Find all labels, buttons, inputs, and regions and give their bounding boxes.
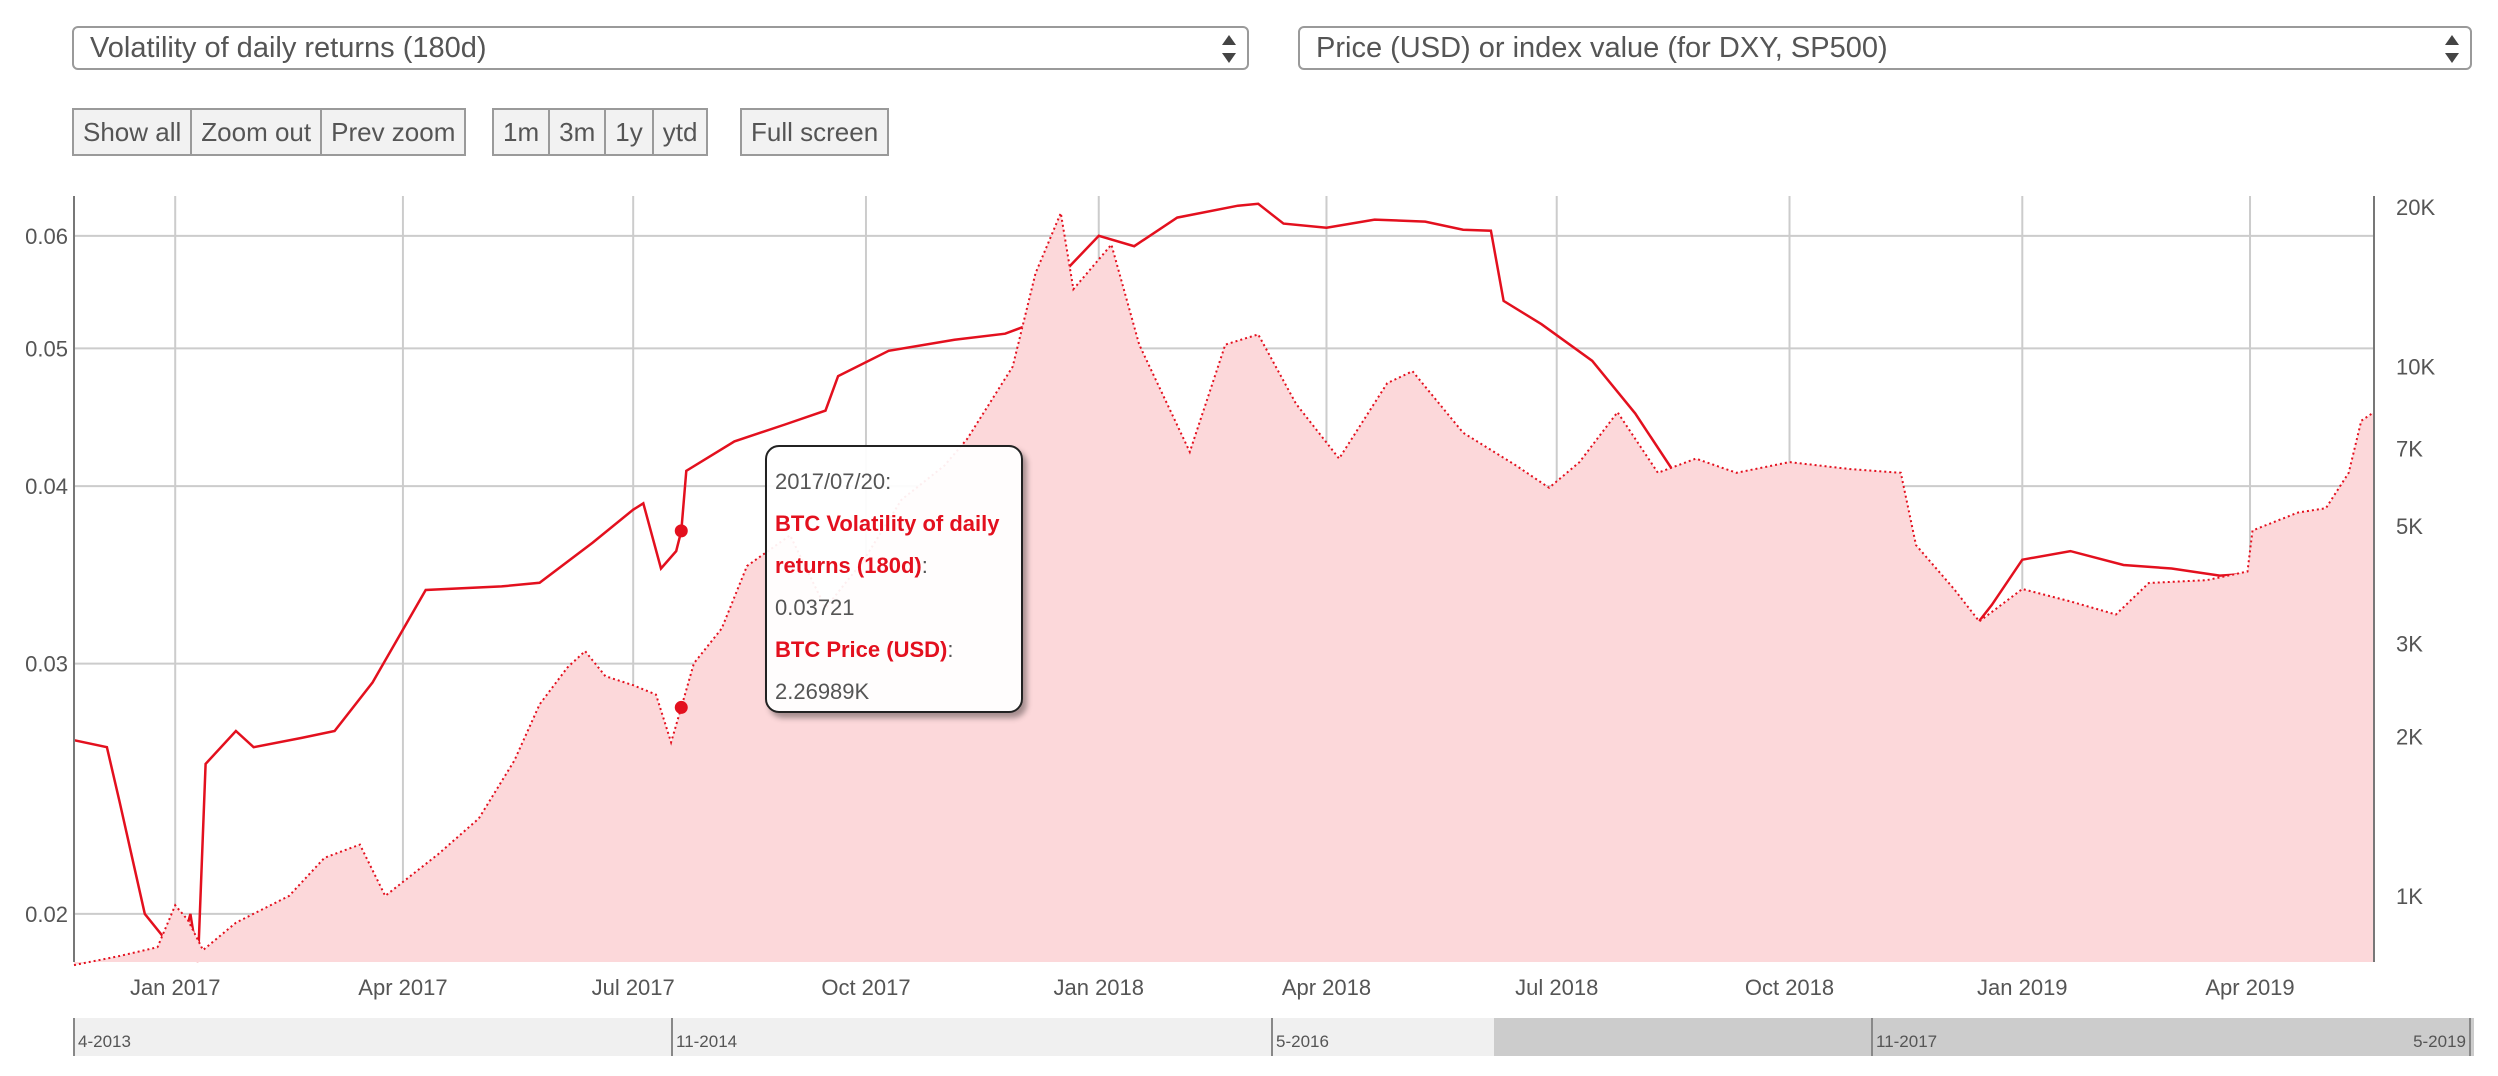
y-right-tick-label: 7K [2396,437,2423,462]
x-tick-label: Oct 2018 [1745,975,1834,1000]
tooltip: 2017/07/20: BTC Volatility of daily retu… [765,445,1023,713]
x-tick-label: Jul 2018 [1515,975,1598,1000]
y-right-tick-label: 20K [2396,195,2435,220]
x-tick-label: Oct 2017 [821,975,910,1000]
x-tick-label: Apr 2019 [2205,975,2294,1000]
zoom-button-group: Show all Zoom out Prev zoom [72,108,467,156]
right-axis-metric-value: Price (USD) or index value (for DXY, SP5… [1316,32,1888,64]
prev-zoom-button[interactable]: Prev zoom [322,110,465,154]
highlight-point [674,524,688,538]
range-1y-button[interactable]: 1y [606,110,654,154]
series-area-price [74,213,2374,966]
navigator: 4-2013 11-2014 5-2016 11-2017 5-2019 [73,1018,2474,1056]
tooltip-series1-label: BTC Volatility of daily returns (180d) [775,511,1000,578]
series-line-price [73,209,2375,967]
navigator-selection [1494,1018,2474,1056]
y-left-tick-label: 0.06 [25,224,68,249]
y-right-tick-label: 1K [2396,884,2423,909]
select-arrows-icon [2444,34,2460,64]
right-axis-metric-select[interactable]: Price (USD) or index value (for DXY, SP5… [1298,26,2472,70]
tooltip-series1: BTC Volatility of daily returns (180d): … [775,511,1000,620]
tooltip-series2-value: 2.26989K [775,679,870,704]
chart-axes: Jan 2017 Apr 2017 Jul 2017 Oct 2017 Jan 2018… [25,195,2435,1000]
zoom-out-button[interactable]: Zoom out [192,110,323,154]
x-tick-label: Jul 2017 [592,975,675,1000]
tooltip-series2-label: BTC Price (USD) [775,637,948,662]
range-1m-button[interactable]: 1m [494,110,551,154]
left-axis-metric-value: Volatility of daily returns (180d) [90,32,487,64]
full-screen-button[interactable]: Full screen [742,110,888,154]
range-3m-button[interactable]: 3m [550,110,607,154]
left-axis-metric-select[interactable]: Volatility of daily returns (180d) [72,26,1249,70]
y-left-tick-label: 0.04 [25,474,68,499]
tooltip-series1-value: 0.03721 [775,595,855,620]
x-tick-label: Apr 2018 [1282,975,1371,1000]
tooltip-date: 2017/07/20: [775,469,892,494]
x-tick-label: Jan 2018 [1053,975,1144,1000]
fullscreen-button-group: Full screen [740,108,890,156]
range-ytd-button[interactable]: ytd [653,110,707,154]
show-all-button[interactable]: Show all [74,110,193,154]
tooltip-series2: BTC Price (USD): 2.26989K [775,637,954,704]
y-left-tick-label: 0.02 [25,902,68,927]
highlight-point [674,700,688,714]
x-tick-label: Apr 2017 [358,975,447,1000]
x-tick-label: Jan 2019 [1977,975,2068,1000]
y-left-tick-label: 0.05 [25,336,68,361]
y-right-tick-label: 3K [2396,631,2423,656]
navigator-label: 11-2017 [1876,1032,1937,1051]
select-arrows-icon [1221,34,1237,64]
y-right-tick-label: 5K [2396,514,2423,539]
navigator-label: 5-2016 [1276,1032,1329,1051]
y-left-tick-label: 0.03 [25,652,68,677]
navigator-label: 4-2013 [78,1032,131,1051]
navigator-label: 11-2014 [676,1032,737,1051]
y-right-tick-label: 10K [2396,355,2435,380]
navigator-label: 5-2019 [2413,1032,2466,1051]
x-tick-label: Jan 2017 [130,975,221,1000]
plot-area [73,202,2375,967]
range-button-group: 1m 3m 1y ytd [492,108,709,156]
y-right-tick-label: 2K [2396,725,2423,750]
